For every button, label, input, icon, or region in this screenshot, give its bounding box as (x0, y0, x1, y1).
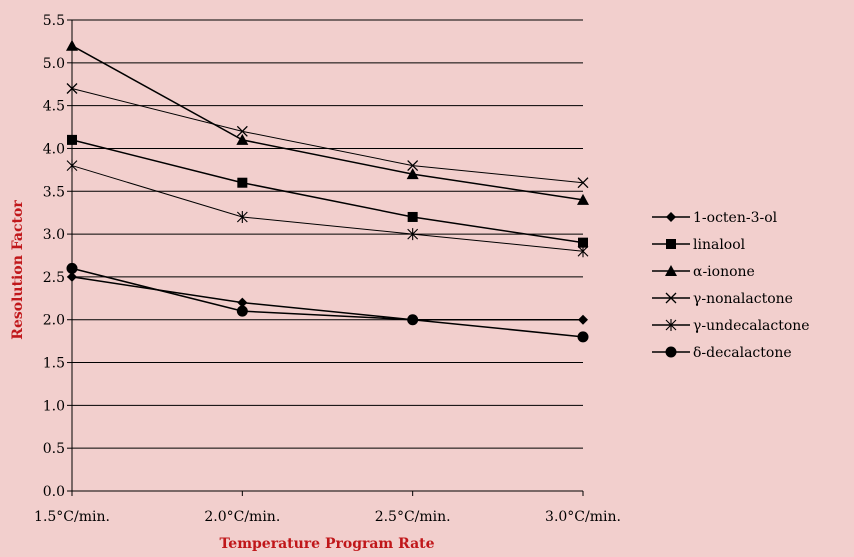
series-line (71, 165, 584, 252)
x-tick-label: 3.0°C/min. (545, 509, 621, 525)
axes: 0.0 0.5 1.0 1.5 2.0 2.5 3.0 3.5 4.0 4.5 5.0 5.5 1.5°… (34, 13, 621, 525)
series-asterisk (66, 159, 589, 258)
legend-label: α-ionone (693, 264, 755, 280)
y-tick-label: 5.5 (43, 13, 65, 29)
legend-marker (666, 212, 676, 222)
data-point (67, 134, 77, 145)
data-point (66, 83, 78, 94)
legend-marker (666, 239, 676, 249)
legend-item: linalool (652, 237, 746, 253)
y-tick-label: 1.0 (43, 398, 65, 414)
data-point (236, 125, 248, 137)
data-point (577, 193, 589, 205)
data-point (407, 211, 418, 222)
y-tick-label: 5.0 (43, 56, 65, 72)
data-point (577, 331, 589, 343)
data-point (407, 160, 419, 172)
data-point (578, 237, 588, 248)
series-square (67, 134, 588, 248)
legend: 1-octen-3-ol linalool α-ionone γ-nonalacton… (652, 210, 810, 361)
gridlines (72, 19, 583, 449)
legend-label: linalool (693, 237, 746, 253)
legend-label: γ-nonalactone (693, 291, 793, 307)
legend-label: 1-octen-3-ol (693, 210, 778, 226)
x-tick-label: 1.5°C/min. (34, 509, 110, 525)
legend-marker (665, 346, 677, 358)
data-point (236, 305, 248, 317)
data-point (236, 133, 249, 145)
data-point (236, 210, 248, 223)
y-tick-label: 2.5 (43, 270, 65, 286)
x-tick-label: 2.0°C/min. (204, 509, 280, 525)
series-line (71, 276, 583, 321)
x-tick-label: 2.5°C/min. (375, 509, 451, 525)
data-point (407, 314, 419, 326)
y-tick-label: 2.0 (43, 313, 65, 329)
legend-marker (665, 292, 677, 304)
y-tick-label: 3.0 (43, 227, 65, 243)
y-tick-label: 0.5 (43, 441, 65, 457)
series-line (71, 88, 584, 184)
y-tick-label: 4.0 (43, 141, 65, 157)
data-point (66, 159, 78, 172)
y-tick-label: 1.5 (43, 356, 65, 372)
y-tick-label: 0.0 (43, 484, 65, 500)
legend-label: δ-decalactone (693, 345, 792, 361)
series-triangle (66, 39, 589, 205)
data-point (577, 177, 589, 189)
legend-item: γ-nonalactone (652, 291, 793, 307)
y-tick-label: 3.5 (43, 184, 65, 200)
data-point (577, 245, 589, 258)
legend-marker (665, 319, 677, 331)
data-point (67, 271, 77, 282)
legend-item: γ-undecalactone (652, 318, 810, 334)
data-point (66, 262, 78, 274)
legend-item: δ-decalactone (652, 345, 792, 361)
series-x (66, 83, 589, 189)
series-circle (66, 262, 589, 343)
legend-label: γ-undecalactone (693, 318, 810, 334)
data-point (578, 314, 588, 325)
data-point (406, 168, 419, 180)
series-line (71, 139, 584, 244)
legend-item: α-ionone (652, 264, 755, 280)
series-lines (66, 39, 589, 343)
data-point (66, 39, 78, 51)
y-axis-title: Resolution Factor (10, 200, 26, 340)
series-line (71, 45, 584, 201)
series-diamond (67, 271, 588, 325)
data-point (407, 228, 419, 241)
legend-marker (665, 265, 677, 276)
legend-item: 1-octen-3-ol (652, 210, 778, 226)
y-tick-label: 4.5 (43, 99, 65, 115)
data-point (237, 177, 248, 188)
data-point (237, 297, 248, 308)
x-axis-title: Temperature Program Rate (219, 536, 434, 552)
series-line (71, 267, 584, 338)
